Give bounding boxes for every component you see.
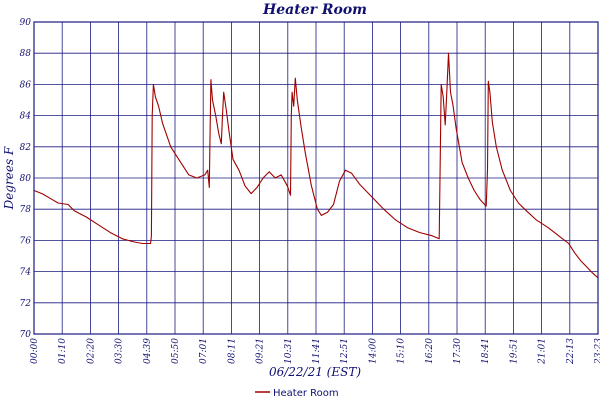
y-tick-label: 76 bbox=[20, 236, 32, 246]
x-tick-label: 05:50 bbox=[171, 338, 181, 364]
y-axis-label: Degrees F bbox=[2, 146, 16, 210]
series-line bbox=[33, 52, 599, 279]
x-tick-label: 00:00 bbox=[30, 338, 40, 364]
chart-title: Heater Room bbox=[262, 2, 367, 18]
x-tick-label: 10:31 bbox=[284, 338, 294, 364]
x-tick-label: 17:30 bbox=[453, 338, 463, 364]
x-tick-label: 22:13 bbox=[566, 338, 576, 365]
legend: Heater Room bbox=[255, 388, 339, 399]
y-tick-label: 72 bbox=[20, 299, 32, 309]
y-tick-label: 86 bbox=[20, 80, 32, 90]
plot-frame bbox=[33, 21, 599, 335]
y-tick-label: 78 bbox=[20, 205, 32, 215]
x-tick-label: 01:10 bbox=[58, 338, 68, 364]
x-tick-label: 19:51 bbox=[509, 338, 519, 364]
series-lines bbox=[33, 52, 599, 279]
x-tick-label: 04:39 bbox=[143, 338, 153, 364]
x-tick-label: 02:20 bbox=[86, 338, 96, 364]
y-tick-label: 80 bbox=[20, 174, 32, 184]
x-axis-label: 06/22/21 (EST) bbox=[269, 365, 361, 379]
x-tick-label: 16:20 bbox=[425, 338, 435, 364]
x-tick-label: 18:41 bbox=[481, 338, 491, 364]
y-tick-label: 74 bbox=[20, 268, 32, 278]
x-axis-ticks: 00:00 01:10 02:20 03:30 04:39 05:50 07:01 08:11… bbox=[30, 338, 600, 365]
x-tick-label: 09:21 bbox=[256, 338, 266, 364]
x-tick-label: 03:30 bbox=[115, 338, 125, 364]
y-tick-label: 88 bbox=[20, 49, 32, 59]
y-axis-ticks: 70 72 74 76 78 80 82 84 86 88 90 bbox=[20, 18, 32, 340]
x-tick-label: 11:41 bbox=[312, 338, 322, 364]
x-tick-label: 23:23 bbox=[594, 338, 600, 365]
y-tick-label: 82 bbox=[20, 143, 32, 153]
y-tick-label: 84 bbox=[20, 112, 32, 122]
x-tick-label: 07:01 bbox=[199, 338, 209, 364]
x-tick-label: 15:10 bbox=[397, 338, 407, 364]
grid-lines bbox=[33, 21, 599, 335]
y-tick-label: 90 bbox=[20, 18, 32, 28]
y-tick-label: 70 bbox=[20, 330, 32, 340]
x-tick-label: 14:00 bbox=[368, 338, 378, 364]
x-tick-label: 12:51 bbox=[340, 338, 350, 364]
x-tick-label: 21:01 bbox=[538, 338, 548, 365]
x-tick-label: 08:11 bbox=[227, 338, 237, 364]
legend-label: Heater Room bbox=[273, 388, 339, 399]
